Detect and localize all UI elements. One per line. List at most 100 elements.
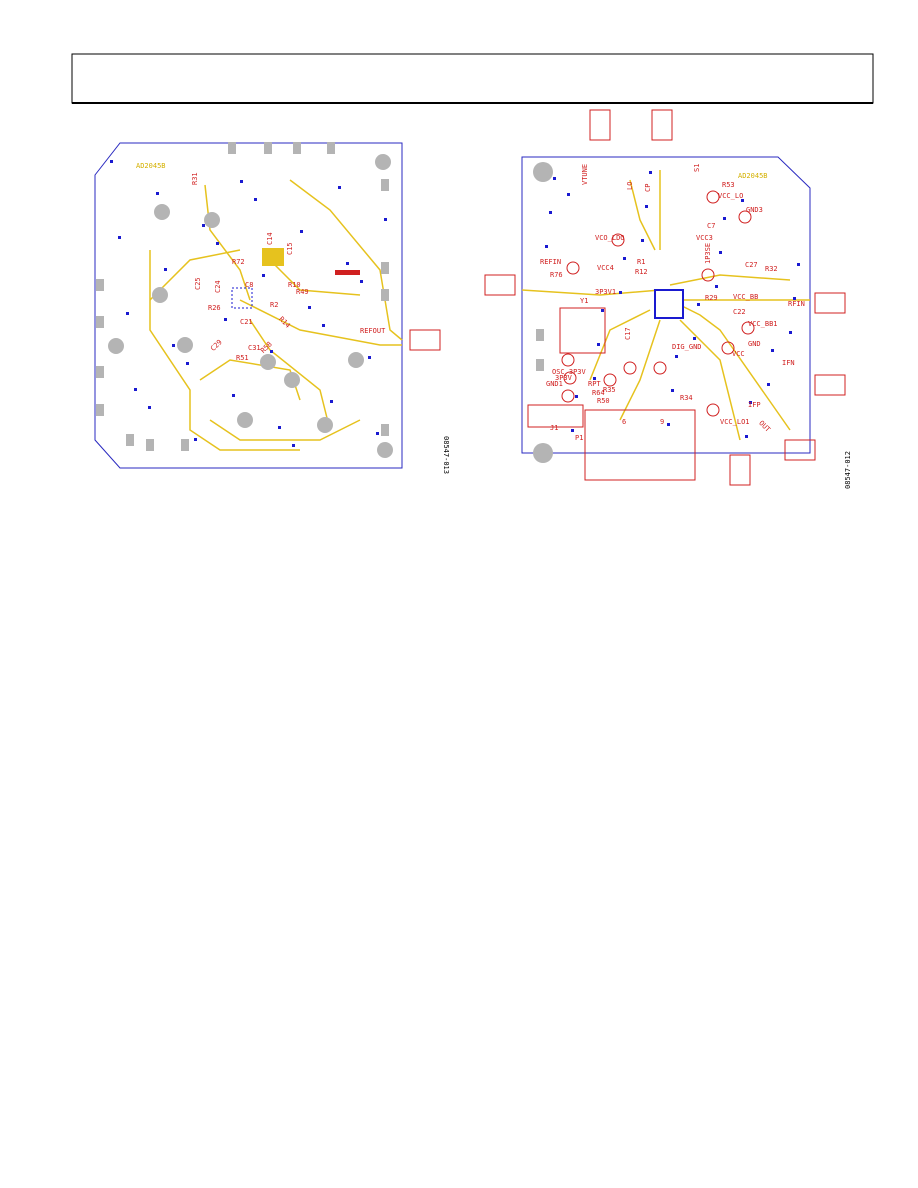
pad xyxy=(264,142,272,154)
via xyxy=(216,242,219,245)
sma-connector xyxy=(814,374,846,396)
component-label: R64 xyxy=(592,389,605,397)
test-point xyxy=(566,261,580,275)
via xyxy=(202,224,205,227)
component-label: R49 xyxy=(296,288,309,296)
test-point xyxy=(706,190,720,204)
via xyxy=(126,312,129,315)
trace xyxy=(289,179,403,341)
via xyxy=(575,395,578,398)
component-label: VCC xyxy=(732,350,745,358)
component-label: R10 xyxy=(288,281,301,289)
via xyxy=(322,324,325,327)
via xyxy=(270,350,273,353)
test-point xyxy=(701,268,715,282)
pad xyxy=(381,424,389,436)
via xyxy=(384,218,387,221)
sma-connector xyxy=(814,292,846,314)
component-label: GND xyxy=(748,340,761,348)
pad xyxy=(536,329,544,341)
via xyxy=(194,438,197,441)
via xyxy=(745,435,748,438)
test-point xyxy=(721,341,735,355)
component-label: OUT xyxy=(757,419,772,434)
component-label: CP xyxy=(644,184,652,192)
via xyxy=(292,444,295,447)
component-label: VTUNE xyxy=(581,164,589,185)
via xyxy=(675,355,678,358)
test-point xyxy=(611,233,625,247)
via xyxy=(645,205,648,208)
sma-connector xyxy=(784,439,816,461)
via xyxy=(723,217,726,220)
sma-connector xyxy=(484,274,516,296)
component-label: GND1 xyxy=(546,380,563,388)
pad xyxy=(381,179,389,191)
component-label: S1 xyxy=(693,164,701,172)
hole xyxy=(177,337,193,353)
trace xyxy=(669,274,791,286)
component-label: C31 xyxy=(248,344,261,352)
component-label: REFOUT xyxy=(360,327,386,335)
component-label: 3P3V1 xyxy=(595,288,616,296)
ic xyxy=(231,287,253,309)
component-label: 9 xyxy=(660,418,664,426)
ic xyxy=(654,289,684,319)
component-label: C7 xyxy=(707,222,715,230)
board-name: AD2045B xyxy=(136,162,166,170)
test-point xyxy=(653,361,667,375)
hole xyxy=(375,154,391,170)
via xyxy=(697,303,700,306)
pad xyxy=(126,434,134,446)
component-label: RPT xyxy=(588,380,601,388)
left-board-outline xyxy=(94,142,403,469)
via xyxy=(797,263,800,266)
via xyxy=(110,160,113,163)
trace xyxy=(679,319,741,441)
via xyxy=(118,236,121,239)
test-point xyxy=(561,353,575,367)
board-name: AD2045B xyxy=(738,172,768,180)
via xyxy=(667,423,670,426)
component-label: R26 xyxy=(208,304,221,312)
trace xyxy=(239,299,402,346)
crystal xyxy=(559,307,606,354)
trace xyxy=(204,184,251,301)
via xyxy=(619,291,622,294)
component-label: R35 xyxy=(603,386,616,394)
test-point xyxy=(741,321,755,335)
via xyxy=(601,309,604,312)
trace xyxy=(521,289,661,296)
via xyxy=(623,257,626,260)
via xyxy=(715,285,718,288)
test-point xyxy=(563,371,577,385)
test-point xyxy=(623,361,637,375)
component-label: R53 xyxy=(722,181,735,189)
via xyxy=(693,337,696,340)
hole xyxy=(377,442,393,458)
header-box xyxy=(71,53,874,104)
hole xyxy=(317,417,333,433)
component-label: 6 xyxy=(622,418,626,426)
component-label: DIG_GND xyxy=(672,343,702,351)
via xyxy=(789,331,792,334)
via xyxy=(376,432,379,435)
component-label: R14 xyxy=(277,315,292,330)
component-label: GND3 xyxy=(746,206,763,214)
component-label: C25 xyxy=(194,277,202,290)
sma-connector xyxy=(729,454,751,486)
trace xyxy=(269,259,361,296)
hole xyxy=(108,338,124,354)
component-label: C14 xyxy=(266,232,274,245)
via xyxy=(134,388,137,391)
via xyxy=(549,211,552,214)
pad xyxy=(96,366,104,378)
component-label: C27 xyxy=(745,261,758,269)
component-label: Y1 xyxy=(580,297,588,305)
header-j1 xyxy=(527,404,584,428)
component-label: VCC4 xyxy=(597,264,614,272)
component-label: R29 xyxy=(705,294,718,302)
via xyxy=(641,239,644,242)
component-label: R1 xyxy=(637,258,645,266)
hole xyxy=(533,162,553,182)
